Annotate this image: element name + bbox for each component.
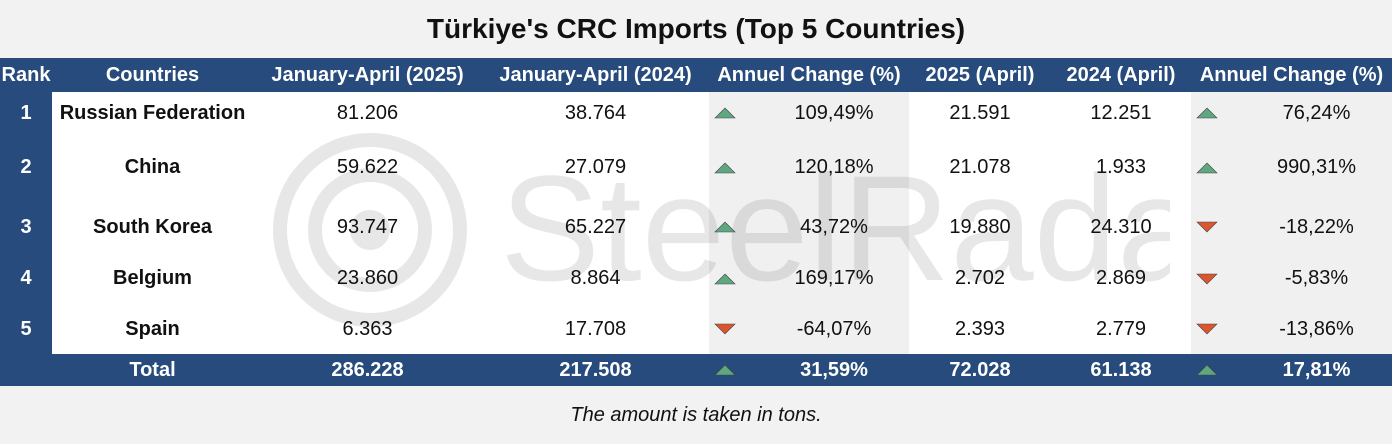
- annual-change-2-cell: 76,24%: [1282, 101, 1351, 124]
- up-triangle-icon: [714, 221, 736, 233]
- annual-change-2-cell: -5,83%: [1284, 267, 1349, 289]
- header-jan-apr-2025: January-April (2025): [271, 63, 464, 86]
- total-label: Total: [129, 358, 176, 381]
- table-header: Rank Countries January-April (2025) Janu…: [0, 58, 1392, 92]
- header-annual-change-2: Annuel Change (%): [1199, 63, 1384, 86]
- up-triangle-icon: [714, 273, 736, 285]
- jan-apr-2024-cell: 17.708: [564, 317, 627, 340]
- april-2025-cell: 2.393: [954, 317, 1006, 340]
- header-april-2024: 2024 (April): [1066, 63, 1176, 86]
- table-row: 3 South Korea 93.747 65.227 43,72% 19.880 24.3…: [0, 201, 1392, 253]
- total-april-2024: 61.138: [1090, 358, 1152, 381]
- rank-cell: 5: [20, 317, 32, 340]
- rank-cell: 3: [20, 215, 32, 238]
- down-triangle-icon: [1196, 323, 1218, 335]
- total-jan-apr-2024: 217.508: [559, 358, 632, 381]
- total-annual-change-2: 17,81%: [1282, 358, 1351, 381]
- rank-cell: 4: [20, 267, 32, 289]
- up-triangle-icon: [1196, 107, 1218, 119]
- table-row: 5 Spain 6.363 17.708 -64,07% 2.393 2.779 -13,86…: [0, 304, 1392, 354]
- header-jan-apr-2024: January-April (2024): [499, 63, 692, 86]
- table-row: 4 Belgium 23.860 8.864 169,17% 2.702 2.869 -5,8…: [0, 253, 1392, 304]
- up-triangle-icon: [714, 162, 736, 174]
- annual-change-1-cell: -64,07%: [796, 317, 872, 340]
- header-countries: Countries: [105, 63, 200, 86]
- total-row: Total 286.228 217.508 31,59% 72.028 61.1…: [0, 354, 1392, 386]
- annual-change-1-cell: 43,72%: [800, 215, 868, 238]
- april-2024-cell: 1.933: [1095, 156, 1147, 178]
- header-rank: Rank: [1, 63, 51, 86]
- jan-apr-2025-cell: 59.622: [336, 156, 399, 178]
- jan-apr-2024-cell: 8.864: [570, 267, 621, 289]
- annual-change-1-cell: 120,18%: [794, 156, 874, 178]
- annual-change-1-cell: 109,49%: [794, 101, 874, 124]
- april-2025-cell: 2.702: [954, 267, 1006, 289]
- april-2025-cell: 21.078: [949, 156, 1011, 178]
- april-2024-cell: 2.869: [1095, 267, 1147, 289]
- jan-apr-2024-cell: 65.227: [564, 215, 627, 238]
- jan-apr-2025-cell: 93.747: [336, 215, 399, 238]
- country-cell: China: [124, 156, 181, 178]
- jan-apr-2024-cell: 27.079: [564, 156, 627, 178]
- up-triangle-icon: [1196, 364, 1218, 376]
- annual-change-2-cell: 990,31%: [1277, 156, 1356, 178]
- total-jan-apr-2025: 286.228: [331, 358, 404, 381]
- total-annual-change-1: 31,59%: [800, 358, 868, 381]
- up-triangle-icon: [1196, 162, 1218, 174]
- annual-change-1-cell: 169,17%: [794, 267, 874, 289]
- footnote: The amount is taken in tons.: [570, 403, 822, 426]
- table-row: 1 Russian Federation 81.206 38.764 109,49% 21…: [0, 92, 1392, 134]
- annual-change-2-cell: -18,22%: [1279, 215, 1354, 238]
- table-row: 2 China 59.622 27.079 120,18% 21.078 1.933 990,…: [0, 134, 1392, 201]
- april-2025-cell: 21.591: [949, 101, 1011, 124]
- april-2024-cell: 2.779: [1095, 317, 1147, 340]
- total-april-2025: 72.028: [949, 358, 1011, 381]
- rank-cell: 2: [20, 156, 32, 178]
- april-2025-cell: 19.880: [949, 215, 1011, 238]
- jan-apr-2024-cell: 38.764: [564, 101, 627, 124]
- table-title: Türkiye's CRC Imports (Top 5 Countries): [426, 13, 966, 44]
- down-triangle-icon: [1196, 273, 1218, 285]
- country-cell: Russian Federation: [59, 101, 246, 124]
- header-april-2025: 2025 (April): [925, 63, 1035, 86]
- april-2024-cell: 24.310: [1090, 215, 1152, 238]
- rank-cell: 1: [20, 101, 32, 124]
- jan-apr-2025-cell: 6.363: [342, 317, 393, 340]
- up-triangle-icon: [714, 107, 736, 119]
- annual-change-2-cell: -13,86%: [1279, 317, 1354, 340]
- up-triangle-icon: [714, 364, 736, 376]
- rank-column-bg: [0, 92, 52, 354]
- jan-apr-2025-cell: 81.206: [336, 101, 399, 124]
- country-cell: South Korea: [93, 215, 212, 238]
- country-cell: Spain: [125, 317, 180, 340]
- country-cell: Belgium: [113, 267, 192, 289]
- jan-apr-2025-cell: 23.860: [336, 267, 399, 289]
- header-annual-change-1: Annuel Change (%): [717, 63, 901, 86]
- down-triangle-icon: [714, 323, 736, 335]
- down-triangle-icon: [1196, 221, 1218, 233]
- april-2024-cell: 12.251: [1090, 101, 1152, 124]
